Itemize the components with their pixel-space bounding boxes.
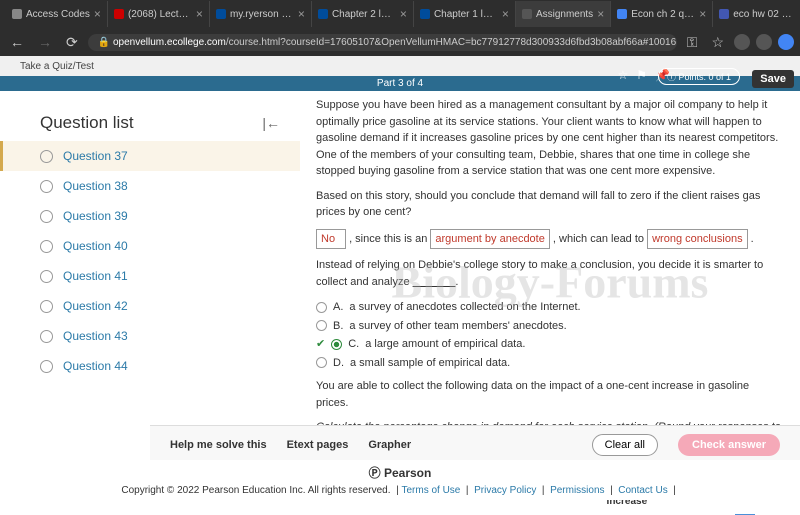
ext-icon-1[interactable]: [734, 34, 750, 50]
page-footer: Ⓟ Pearson Copyright © 2022 Pearson Educa…: [0, 460, 800, 500]
pearson-logo: Ⓟ Pearson: [4, 464, 796, 481]
question-radio[interactable]: [40, 270, 53, 283]
footer-link[interactable]: Terms of Use: [401, 485, 460, 496]
check-icon: ✔: [316, 336, 325, 353]
close-icon[interactable]: ×: [597, 7, 604, 21]
prompt-2: Instead of relying on Debbie's college s…: [316, 257, 784, 290]
close-icon[interactable]: ×: [502, 7, 509, 21]
answer-choice[interactable]: B.a survey of other team members' anecdo…: [316, 317, 784, 336]
key-icon[interactable]: ⚿: [683, 34, 702, 51]
question-item[interactable]: Question 41: [0, 261, 300, 291]
question-radio[interactable]: [40, 150, 53, 163]
browser-tab[interactable]: Econ ch 2 questi×: [611, 1, 713, 27]
browser-tab[interactable]: (2068) Lecture 1×: [108, 1, 210, 27]
question-item[interactable]: Question 40: [0, 231, 300, 261]
question-radio[interactable]: [40, 300, 53, 313]
answer-choice[interactable]: ✔C.a large amount of empirical data.: [316, 335, 784, 354]
clear-all-button[interactable]: Clear all: [592, 434, 658, 456]
ext-icon-2[interactable]: [756, 34, 772, 50]
question-item[interactable]: Question 38: [0, 171, 300, 201]
scenario-text: Suppose you have been hired as a managem…: [316, 97, 784, 180]
close-icon[interactable]: ×: [298, 7, 305, 21]
question-item[interactable]: Question 42: [0, 291, 300, 321]
reload-button[interactable]: ⟳: [62, 34, 82, 51]
tab-bar: Access Codes×(2068) Lecture 1×my.ryerson…: [0, 0, 800, 28]
close-icon[interactable]: ×: [699, 7, 706, 21]
star-tool-icon[interactable]: ☆: [618, 68, 629, 82]
question-item[interactable]: Question 39: [0, 201, 300, 231]
browser-tab[interactable]: eco hw 02 Flash×: [713, 1, 800, 27]
prompt-1: Based on this story, should you conclude…: [316, 188, 784, 221]
choice-radio[interactable]: [316, 302, 327, 313]
question-item[interactable]: Question 37: [0, 141, 300, 171]
choice-radio[interactable]: [316, 357, 327, 368]
address-bar: ← → ⟳ 🔒 openvellum.ecollege.com/course.h…: [0, 28, 800, 56]
browser-tab[interactable]: Access Codes×: [6, 1, 108, 27]
blank-2[interactable]: argument by anecdote: [430, 229, 549, 250]
star-icon[interactable]: ☆: [707, 34, 728, 51]
question-list-title: Question list |←: [0, 101, 300, 141]
browser-tab[interactable]: Chapter 2 lectur×: [312, 1, 414, 27]
forward-button: →: [34, 34, 56, 50]
answer-choice[interactable]: D.a small sample of empirical data.: [316, 354, 784, 373]
footer-link[interactable]: Permissions: [550, 485, 604, 496]
fill-blank-row: No , since this is an argument by anecdo…: [316, 229, 784, 250]
choice-radio[interactable]: [316, 320, 327, 331]
question-radio[interactable]: [40, 360, 53, 373]
close-icon[interactable]: ×: [94, 7, 101, 21]
browser-tab[interactable]: Assignments×: [516, 1, 611, 27]
footer-link[interactable]: Contact Us: [618, 485, 667, 496]
instruction-1: You are able to collect the following da…: [316, 378, 784, 411]
footer-link[interactable]: Privacy Policy: [474, 485, 536, 496]
etext-link[interactable]: Etext pages: [287, 439, 349, 451]
blank-1[interactable]: No: [316, 229, 346, 250]
back-button[interactable]: ←: [6, 34, 28, 50]
blank-3[interactable]: wrong conclusions: [647, 229, 748, 250]
browser-tab[interactable]: Chapter 1 lectur×: [414, 1, 516, 27]
check-answer-button[interactable]: Check answer: [678, 434, 780, 456]
help-link[interactable]: Help me solve this: [170, 439, 267, 451]
close-icon[interactable]: ×: [400, 7, 407, 21]
question-item[interactable]: Question 43: [0, 321, 300, 351]
close-icon[interactable]: ×: [196, 7, 203, 21]
points-pill: ⓘ Points: 0 of 1: [658, 68, 740, 85]
question-header-bar: Part 3 of 4 ☆⚑📌 ⓘ Points: 0 of 1 Save: [0, 76, 800, 91]
grapher-link[interactable]: Grapher: [368, 439, 411, 451]
question-radio[interactable]: [40, 330, 53, 343]
flag-icon[interactable]: ⚑: [636, 68, 647, 82]
collapse-icon[interactable]: |←: [262, 115, 280, 131]
bottom-toolbar: Help me solve this Etext pages Grapher C…: [150, 425, 800, 464]
profile-icon[interactable]: [778, 34, 794, 50]
question-radio[interactable]: [40, 210, 53, 223]
choice-radio[interactable]: [331, 339, 342, 350]
browser-tab[interactable]: my.ryerson | my×: [210, 1, 312, 27]
question-item[interactable]: Question 44: [0, 351, 300, 381]
answer-choice[interactable]: A.a survey of anecdotes collected on the…: [316, 298, 784, 317]
question-radio[interactable]: [40, 180, 53, 193]
question-radio[interactable]: [40, 240, 53, 253]
browser-chrome: Access Codes×(2068) Lecture 1×my.ryerson…: [0, 0, 800, 56]
url-input[interactable]: 🔒 openvellum.ecollege.com/course.html?co…: [88, 34, 677, 51]
save-button[interactable]: Save: [752, 70, 794, 88]
